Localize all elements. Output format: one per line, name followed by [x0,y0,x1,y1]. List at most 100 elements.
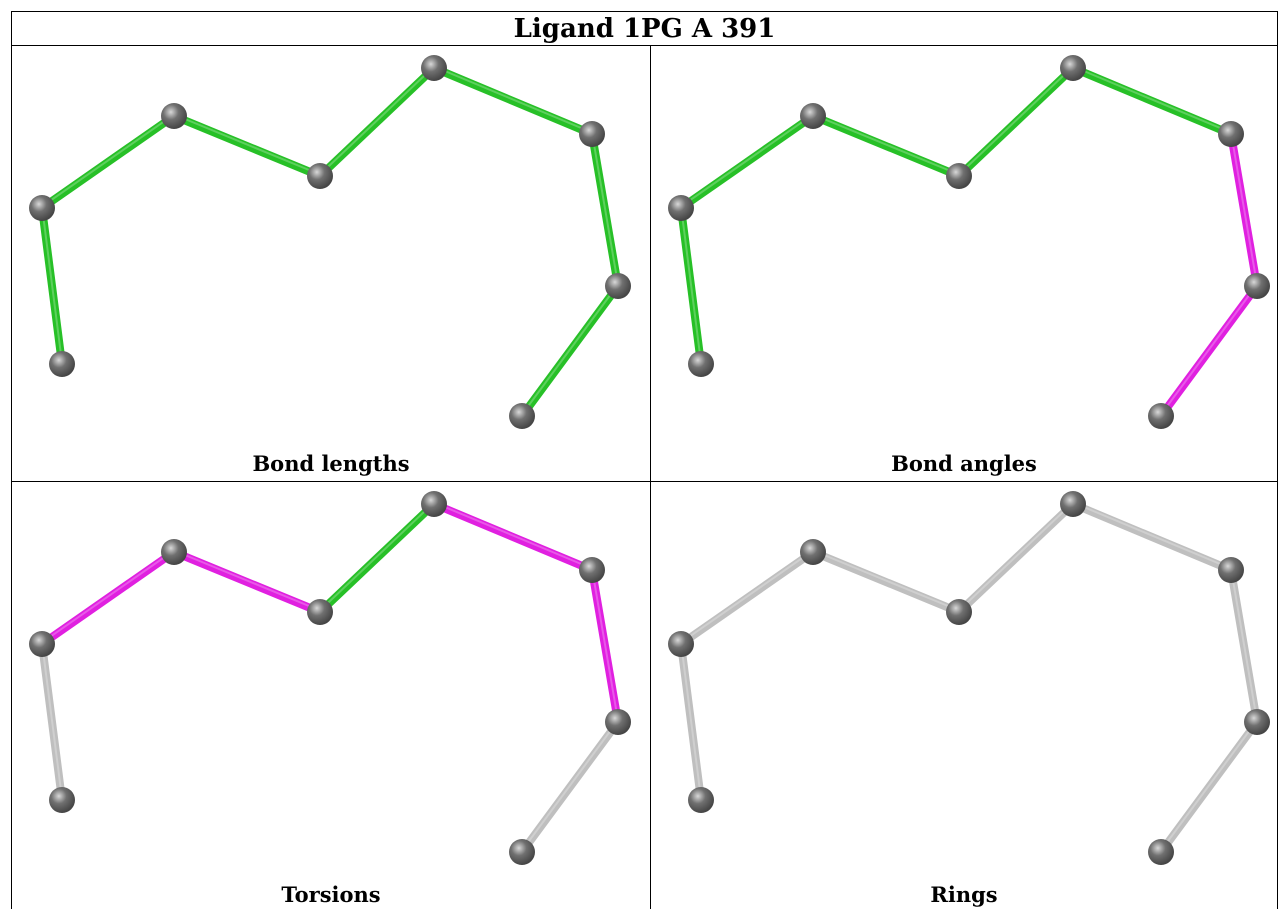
bond-highlight-6 [591,567,619,722]
atom-7 [605,273,631,299]
atom-7 [1244,709,1270,735]
atom-2 [29,195,55,221]
molecule-render-bond-angles [668,55,1270,429]
bond-3 [809,548,963,616]
atom-4 [946,599,972,625]
panel-bond-angles: Bond angles [651,46,1277,481]
grid-line-top-panels [11,45,1278,46]
atom-8 [509,839,535,865]
bond-6 [1227,566,1261,726]
bond-highlight-1 [680,205,702,364]
bond-7 [1157,282,1261,420]
atom-6 [1218,121,1244,147]
bond-highlight-1 [680,641,702,800]
bond-1 [38,640,66,804]
atom-5 [421,491,447,517]
bond-4 [955,500,1077,616]
atom-2 [29,631,55,657]
atom-4 [307,163,333,189]
atom-6 [579,121,605,147]
bond-1 [38,204,66,368]
atom-2 [668,631,694,657]
bond-highlight-4 [958,65,1074,176]
atom-5 [1060,55,1086,81]
panel-caption: Bond angles [891,451,1037,476]
bond-highlight-4 [319,501,435,612]
bond-7 [518,718,622,856]
atom-8 [1148,403,1174,429]
bond-7 [1157,718,1261,856]
bond-highlight-2 [41,549,175,644]
bond-highlight-6 [1230,567,1258,722]
molecule-render-torsions [29,491,631,865]
bond-highlight-5 [433,501,593,570]
bond-highlight-3 [812,549,960,612]
bond-highlight-4 [958,501,1074,612]
bond-highlight-1 [41,641,63,800]
bond-highlight-1 [41,205,63,364]
bond-5 [430,500,596,574]
atom-3 [161,103,187,129]
atom-8 [1148,839,1174,865]
molecule-render-rings [668,491,1270,865]
atom-7 [605,709,631,735]
bond-highlight-6 [1230,131,1258,286]
bond-6 [588,130,622,290]
atom-1 [688,787,714,813]
atom-4 [307,599,333,625]
panel-torsions: Torsions [12,482,650,909]
bond-5 [1069,500,1235,574]
atom-3 [800,539,826,565]
atom-1 [49,787,75,813]
bond-1 [677,640,705,804]
bond-5 [430,64,596,138]
bond-highlight-7 [521,719,619,852]
bond-2 [677,112,817,212]
atom-5 [421,55,447,81]
atom-1 [688,351,714,377]
atom-1 [49,351,75,377]
bond-2 [677,548,817,648]
panel-rings: Rings [651,482,1277,909]
atom-4 [946,163,972,189]
bond-2 [38,112,178,212]
atom-7 [1244,273,1270,299]
atom-3 [800,103,826,129]
grid-line-center [650,45,651,909]
grid-line-left [11,11,12,909]
bond-4 [316,500,438,616]
bond-highlight-3 [173,113,321,176]
panel-caption: Rings [930,882,998,907]
bond-2 [38,548,178,648]
bond-highlight-2 [680,549,814,644]
bond-highlight-5 [1072,65,1232,134]
table-title: Ligand 1PG A 391 [11,11,1278,45]
atom-3 [161,539,187,565]
panel-bond-lengths: Bond lengths [12,46,650,481]
atom-6 [579,557,605,583]
bond-highlight-6 [591,131,619,286]
bond-1 [677,204,705,368]
bond-3 [170,548,324,616]
bond-3 [809,112,963,180]
bond-highlight-2 [41,113,175,208]
bond-highlight-3 [173,549,321,612]
bond-highlight-2 [680,113,814,208]
molecule-render-bond-lengths [29,55,631,429]
bond-6 [1227,130,1261,290]
bond-highlight-5 [1072,501,1232,570]
atom-2 [668,195,694,221]
bond-highlight-7 [521,283,619,416]
bond-highlight-7 [1160,283,1258,416]
bond-7 [518,282,622,420]
bond-4 [316,64,438,180]
bond-highlight-3 [812,113,960,176]
panel-caption: Torsions [281,882,381,907]
bond-6 [588,566,622,726]
bond-3 [170,112,324,180]
bond-5 [1069,64,1235,138]
bond-highlight-7 [1160,719,1258,852]
atom-6 [1218,557,1244,583]
grid-line-middle [11,481,1278,482]
